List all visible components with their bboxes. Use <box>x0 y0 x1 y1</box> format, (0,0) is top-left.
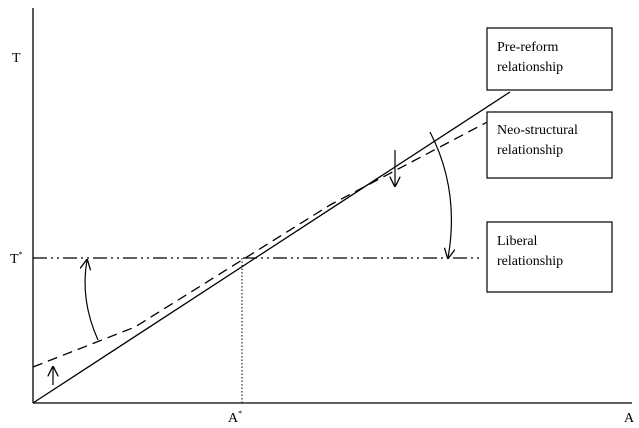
box-text: Pre-reform <box>497 40 559 55</box>
box-text: relationship <box>497 143 563 158</box>
box <box>486 221 613 293</box>
box-text: relationship <box>497 60 563 75</box>
box-text: Liberal <box>497 234 538 249</box>
x-label: A <box>624 411 635 426</box>
box-text: Neo-structural <box>497 123 578 138</box>
y-marker-base: T <box>10 252 19 267</box>
box-text: relationship <box>497 254 563 269</box>
y-marker-sup: * <box>19 250 23 259</box>
x-marker-base: A <box>228 411 239 426</box>
arrow <box>429 131 451 258</box>
pre-reform-line <box>32 91 511 404</box>
y-marker: T* <box>10 250 23 267</box>
arrow <box>85 260 99 341</box>
neo-structural-line <box>32 109 511 368</box>
box <box>486 111 613 179</box>
y-label: T <box>12 51 21 66</box>
box <box>486 27 613 91</box>
x-marker-sup: * <box>238 409 242 418</box>
x-marker: A* <box>228 409 242 426</box>
